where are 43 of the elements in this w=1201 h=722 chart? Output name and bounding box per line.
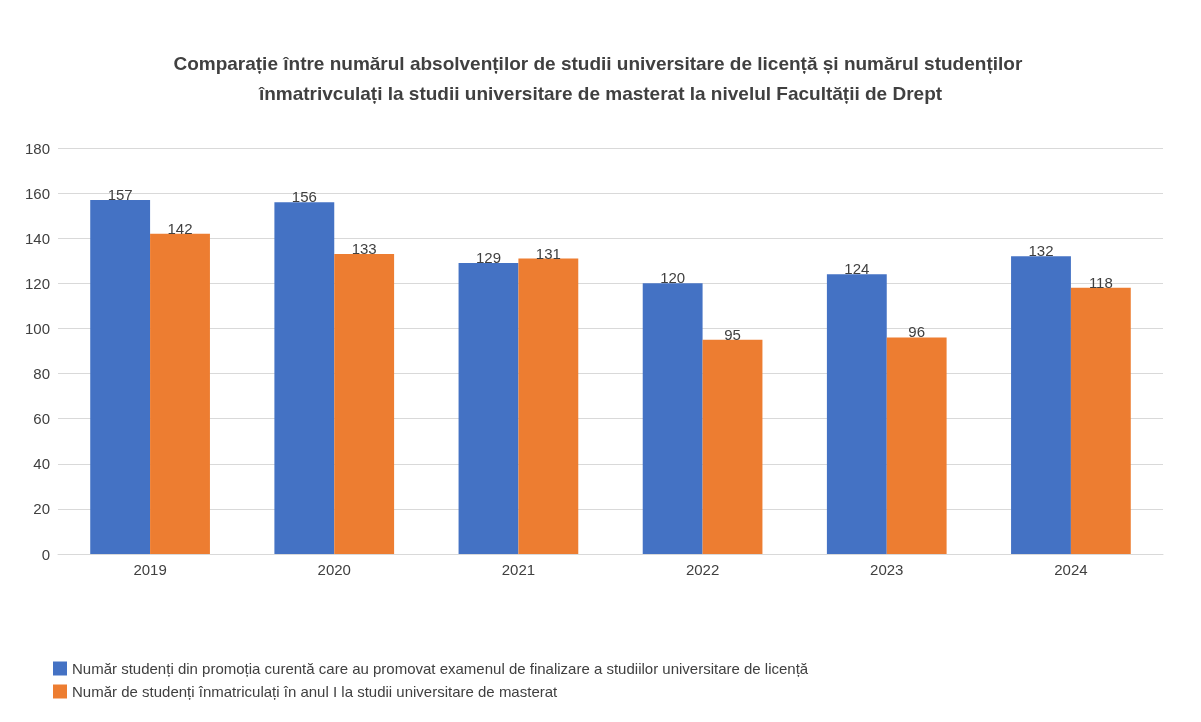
y-tick-label: 40	[33, 455, 50, 473]
bar	[274, 202, 335, 554]
bar	[886, 337, 947, 554]
bar	[1070, 287, 1131, 554]
y-tick-label: 0	[41, 545, 50, 563]
bar	[702, 339, 763, 554]
data-label: 142	[167, 219, 193, 237]
x-tick-label: 2022	[685, 561, 720, 578]
data-label: 156	[291, 188, 317, 206]
y-tick-label: 100	[24, 319, 50, 337]
bar	[826, 274, 887, 554]
y-tick-label: 180	[24, 139, 50, 157]
bar	[90, 199, 151, 554]
data-label: 95	[724, 325, 741, 343]
x-tick-label: 2023	[870, 561, 904, 578]
data-label: 120	[660, 269, 686, 287]
bar	[334, 254, 395, 554]
y-tick-label: 160	[24, 184, 50, 202]
x-tick-label: 2021	[501, 561, 536, 578]
data-label: 124	[844, 260, 870, 278]
x-tick-label: 2019	[133, 561, 167, 578]
y-tick-label: 140	[24, 229, 50, 247]
data-label: 129	[475, 249, 502, 267]
bar	[642, 283, 703, 554]
y-tick-label: 80	[33, 365, 50, 383]
bar	[1011, 256, 1071, 554]
legend-label: Număr de studenți înmatriculați în anul I la studii universitare de masterat	[72, 683, 559, 700]
x-tick-label: 2024	[1054, 561, 1088, 578]
bar	[458, 263, 519, 554]
data-label: 118	[1088, 273, 1113, 291]
chart-title: Comparație între numărul absolvenților de studii universitare de licență și numărul studenților înmatrivculați la studii universitare de masterat la nivelul Facultății de Drept	[173, 52, 1028, 104]
y-tick-label: 20	[33, 500, 50, 518]
legend-label: Număr studenți din promoția curentă care au promovat examenul de finalizare a studiilor universitare de licență	[72, 660, 809, 677]
data-label: 96	[908, 323, 926, 341]
y-tick-label: 60	[33, 410, 50, 428]
data-label: 132	[1028, 242, 1054, 260]
bar	[150, 233, 210, 554]
data-label: 157	[107, 185, 133, 203]
data-label: 133	[351, 240, 377, 258]
data-label: 131	[535, 244, 561, 262]
x-tick-label: 2020	[317, 561, 351, 578]
y-tick-label: 120	[24, 274, 50, 292]
bar	[518, 258, 579, 554]
